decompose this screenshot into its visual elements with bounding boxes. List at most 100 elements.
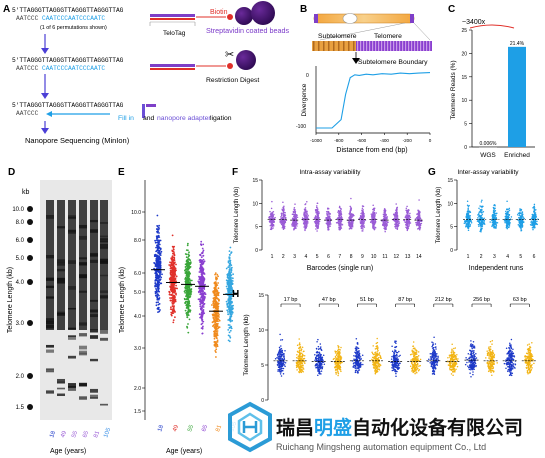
- panel-f-ytick: 5: [255, 225, 258, 231]
- panel-h-yticks: 0 5 10 15: [258, 293, 268, 404]
- panel-a: A 5'TTAGGGTTAGGGTTAGGGTTAGGGTTAG AATCCC …: [3, 1, 290, 145]
- subtelomere-label: Subtelomere: [318, 33, 357, 40]
- panel-b-xlabel: Distance from end (bp): [336, 147, 407, 154]
- panel-g-letter: G: [428, 167, 436, 178]
- panel-c-xlabels: WGS Enriched: [480, 152, 530, 159]
- divergence-line: [316, 72, 431, 129]
- panel-f-yticks: 0 5 10 15: [252, 178, 262, 254]
- panel-g-ytick: 0: [450, 248, 453, 254]
- panel-c-bars: 0.006% 21.4%: [479, 41, 526, 148]
- panel-b-xtick: -1000: [310, 138, 322, 143]
- panel-f-xtick: 10: [371, 254, 377, 260]
- lane-label: 81: [93, 430, 101, 439]
- nanopore-adapter-label: nanopore adapter: [157, 115, 211, 122]
- subtelomere-bar: [312, 41, 432, 51]
- lane-label: 55: [71, 430, 79, 439]
- panel-c-category: Enriched: [504, 152, 530, 159]
- panel-f-xlabels: 1 2 3 4 5 6 7 8 9 10 11 12 13 14: [271, 254, 422, 260]
- lane-label: 18: [49, 430, 57, 439]
- panel-h-ytick: 5: [261, 363, 264, 369]
- panel-c-ytick: 20: [461, 51, 467, 57]
- panel-e-ytick: 8.0: [134, 238, 141, 244]
- telotag-barcode: [149, 14, 196, 26]
- panel-d: D kb 10.0 8.0 6.0 5.0 4.0 3.0 2.0 1.5 Telomere …: [7, 167, 113, 455]
- panel-f-letter: F: [232, 167, 238, 178]
- panel-d-ylabel: Telomere Length (kb): [7, 267, 14, 333]
- panel-c-value-label: 21.4%: [510, 41, 525, 47]
- marker-dot: [27, 255, 33, 261]
- panel-f-xtick: 7: [338, 254, 341, 260]
- panel-e-ytick: 2.0: [134, 386, 141, 392]
- restriction-label: Restriction Digest: [206, 77, 259, 84]
- streptavidin-bead-icon: [235, 7, 253, 25]
- panel-d-kb: kb: [22, 189, 30, 196]
- pair-label: 256 bp: [473, 297, 490, 303]
- panel-e-xtick: 18: [157, 424, 165, 433]
- pair-label: 17 bp: [284, 297, 298, 303]
- size-markers: 10.0 8.0 6.0 5.0 4.0 3.0 2.0 1.5: [12, 206, 33, 411]
- panel-f-xtick: 1: [271, 254, 274, 260]
- scissors-icon: ✂: [225, 49, 234, 61]
- seq-bottom-2: AATCCC: [16, 65, 39, 72]
- pair-label: 63 bp: [513, 297, 527, 303]
- panel-e-xtick: 81: [215, 424, 223, 433]
- company-logo-icon: [228, 401, 272, 453]
- marker-dot: [27, 206, 33, 212]
- panel-f-ytick: 15: [252, 178, 258, 184]
- panel-f-xtick: 14: [416, 254, 422, 260]
- seq-adapter-2: CAATCCCAATCCCAATC: [42, 65, 105, 72]
- panel-f-xtick: 5: [316, 254, 319, 260]
- panel-f-ytick: 0: [255, 248, 258, 254]
- panel-e-ytick: 3.0: [134, 346, 141, 352]
- fill-in-label: Fill in: [118, 115, 134, 122]
- panel-f-ylabel: Telomere Length (kb): [234, 187, 240, 244]
- panel-g-ytick: 10: [447, 201, 453, 207]
- panel-e-ytick: 1.5: [134, 409, 141, 415]
- pair-label: 47 bp: [322, 297, 336, 303]
- panel-c-ytick: 10: [461, 98, 467, 104]
- seq-bottom-3: AATCCC: [16, 110, 39, 117]
- panel-g-xtick: 2: [480, 254, 483, 260]
- bead-icon-2: [236, 50, 256, 70]
- panel-h-ytick: 10: [258, 328, 264, 334]
- marker-label: 2.0: [16, 374, 25, 380]
- seq-adapter-1: CAATCCCAATCCCAATC: [42, 15, 105, 22]
- panel-d-letter: D: [8, 167, 15, 178]
- panel-g-xlabels: 1 2 3 4 5 6: [467, 254, 536, 260]
- marker-label: 4.0: [16, 280, 25, 286]
- panel-b-xtick: -200: [403, 138, 413, 143]
- panel-g-title: Inter-assay variability: [457, 169, 519, 176]
- panel-b-ylabel: Divergence: [301, 83, 308, 116]
- panel-h: H 0 5 10 15 Telomere Length (kb) 17 bp 47 bp…: [232, 289, 537, 404]
- panel-c-ytick: 0: [464, 145, 467, 151]
- panel-f-xtick: 3: [293, 254, 296, 260]
- panel-c-ytick: 5: [464, 122, 467, 128]
- marker-dot: [27, 279, 33, 285]
- marker-dot: [27, 237, 33, 243]
- panel-h-ytick: 15: [258, 293, 264, 299]
- permutation-note: (1 of 6 permutations shown): [40, 25, 107, 31]
- company-watermark: 瑞昌明盛自动化设备有限公司 Ruichang Mingsheng automat…: [222, 401, 545, 458]
- panel-f-ytick: 10: [252, 201, 258, 207]
- sequencing-label: Nanopore Sequencing (MinIon): [25, 136, 130, 145]
- panel-h-ytick: 0: [261, 398, 264, 404]
- pair-labels: 17 bp 47 bp 51 bp 87 bp 212 bp 256 bp 63 bp: [280, 297, 530, 307]
- panel-c-yticks: 0 5 10 15 20 25: [461, 28, 472, 151]
- telotag-label: TeloTag: [163, 30, 186, 37]
- panel-g-xtick: 5: [519, 254, 522, 260]
- panel-c-ytick: 15: [461, 75, 467, 81]
- panel-e-yticks: 1.5 2.0 3.0 4.0 5.0 6.0 8.0 10.0: [131, 210, 145, 415]
- biotin-label: Biotin: [210, 9, 228, 16]
- lane-label: 65: [82, 430, 90, 439]
- panel-b-letter: B: [300, 4, 307, 15]
- panel-b: B Subtelomere Telomere Subtelomere Bound…: [296, 4, 432, 154]
- panel-h-ylabel: Telomere Length (kb): [243, 314, 250, 375]
- panel-f-xtick: 9: [361, 254, 364, 260]
- panel-b-ytick: -100: [296, 124, 306, 130]
- panel-e-xtick: 49: [172, 424, 180, 433]
- panel-f-xtick: 13: [405, 254, 411, 260]
- panel-c: C ~3400x 0 5 10 15 20 25 Telomere Reads (%) 0…: [448, 4, 535, 159]
- panel-e-xtick: 55: [187, 424, 195, 433]
- panel-b-xticks: -1000 -800 -600 -400 -200 0: [310, 133, 432, 143]
